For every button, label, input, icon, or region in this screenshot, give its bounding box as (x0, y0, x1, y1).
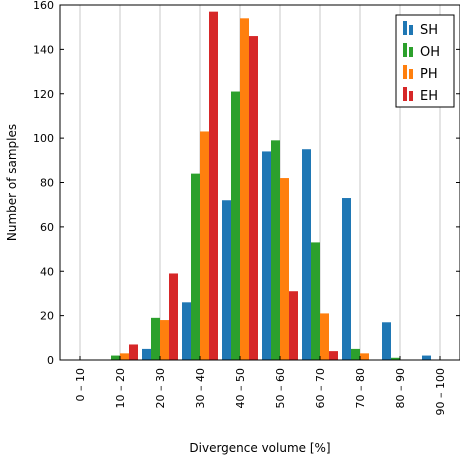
bar-oh-7 (351, 348, 360, 360)
x-tick-label: 20 – 30 (154, 368, 167, 409)
legend-swatch-bar (409, 47, 413, 57)
y-tick-label: 40 (40, 265, 54, 278)
x-tick-label: 50 – 60 (274, 368, 287, 409)
bar-eh-1 (129, 344, 138, 360)
bar-ph-7 (360, 353, 369, 360)
bar-sh-8 (382, 322, 391, 360)
legend-swatch-bar (403, 65, 407, 79)
bar-ph-6 (320, 313, 329, 360)
bar-eh-2 (169, 273, 178, 360)
x-tick-label: 0 – 10 (74, 368, 87, 402)
y-tick-label: 140 (33, 43, 54, 56)
x-axis: 0 – 10 10 – 20 20 – 30 30 – 40 40 – 50 50 – 6… (74, 356, 447, 416)
legend-label-sh: SH (420, 23, 438, 38)
y-tick-label: 0 (47, 354, 54, 367)
bar-oh-5 (271, 140, 280, 360)
bar-ph-5 (280, 178, 289, 360)
legend-label-ph: PH (420, 67, 438, 82)
x-tick-label: 10 – 20 (114, 368, 127, 409)
bar-oh-8 (391, 357, 400, 360)
legend-label-oh: OH (420, 45, 440, 60)
bar-oh-6 (311, 242, 320, 360)
legend-swatch-bar (403, 43, 407, 57)
x-tick-label: 30 – 40 (194, 368, 207, 409)
y-tick-label: 100 (33, 132, 54, 145)
bar-ph-4 (240, 18, 249, 360)
x-tick-label: 60 – 70 (314, 368, 327, 409)
bar-sh-3 (182, 302, 191, 360)
bar-eh-5 (289, 291, 298, 360)
bar-ph-1 (120, 353, 129, 360)
bar-sh-2 (142, 348, 151, 360)
x-tick-label: 80 – 90 (394, 368, 407, 409)
bar-oh-4 (231, 91, 240, 360)
x-tick-label: 90 – 100 (434, 368, 447, 416)
bar-sh-4 (222, 200, 231, 360)
y-tick-label: 120 (33, 88, 54, 101)
bar-eh-6 (329, 351, 338, 360)
y-axis-title: Number of samples (5, 124, 19, 241)
bar-ph-2 (160, 320, 169, 360)
legend: SH OH PH EH (395, 14, 455, 108)
legend-swatch-bar (403, 21, 407, 35)
bar-oh-3 (191, 173, 200, 360)
bar-oh-1 (111, 355, 120, 360)
y-tick-label: 20 (40, 310, 54, 323)
bar-sh-5 (262, 151, 271, 360)
legend-swatch-bar (403, 87, 407, 101)
legend-label-eh: EH (420, 89, 438, 104)
legend-swatch-bar (409, 91, 413, 101)
bar-eh-4 (249, 36, 258, 360)
bar-ph-3 (200, 131, 209, 360)
y-axis: 0 20 40 60 80 100 120 140 160 (33, 0, 460, 367)
bar-eh-3 (209, 11, 218, 360)
bar-oh-2 (151, 317, 160, 360)
y-tick-label: 60 (40, 221, 54, 234)
legend-swatch-bar (409, 25, 413, 35)
bar-sh-7 (342, 198, 351, 360)
bars (111, 11, 431, 360)
y-tick-label: 80 (40, 177, 54, 190)
x-tick-label: 70 – 80 (354, 368, 367, 409)
x-axis-title: Divergence volume [%] (189, 441, 330, 455)
bar-sh-6 (302, 149, 311, 360)
x-tick-label: 40 – 50 (234, 368, 247, 409)
y-tick-label: 160 (33, 0, 54, 12)
legend-swatch-bar (409, 69, 413, 79)
bar-sh-9 (422, 355, 431, 360)
grid-lines (79, 5, 441, 360)
